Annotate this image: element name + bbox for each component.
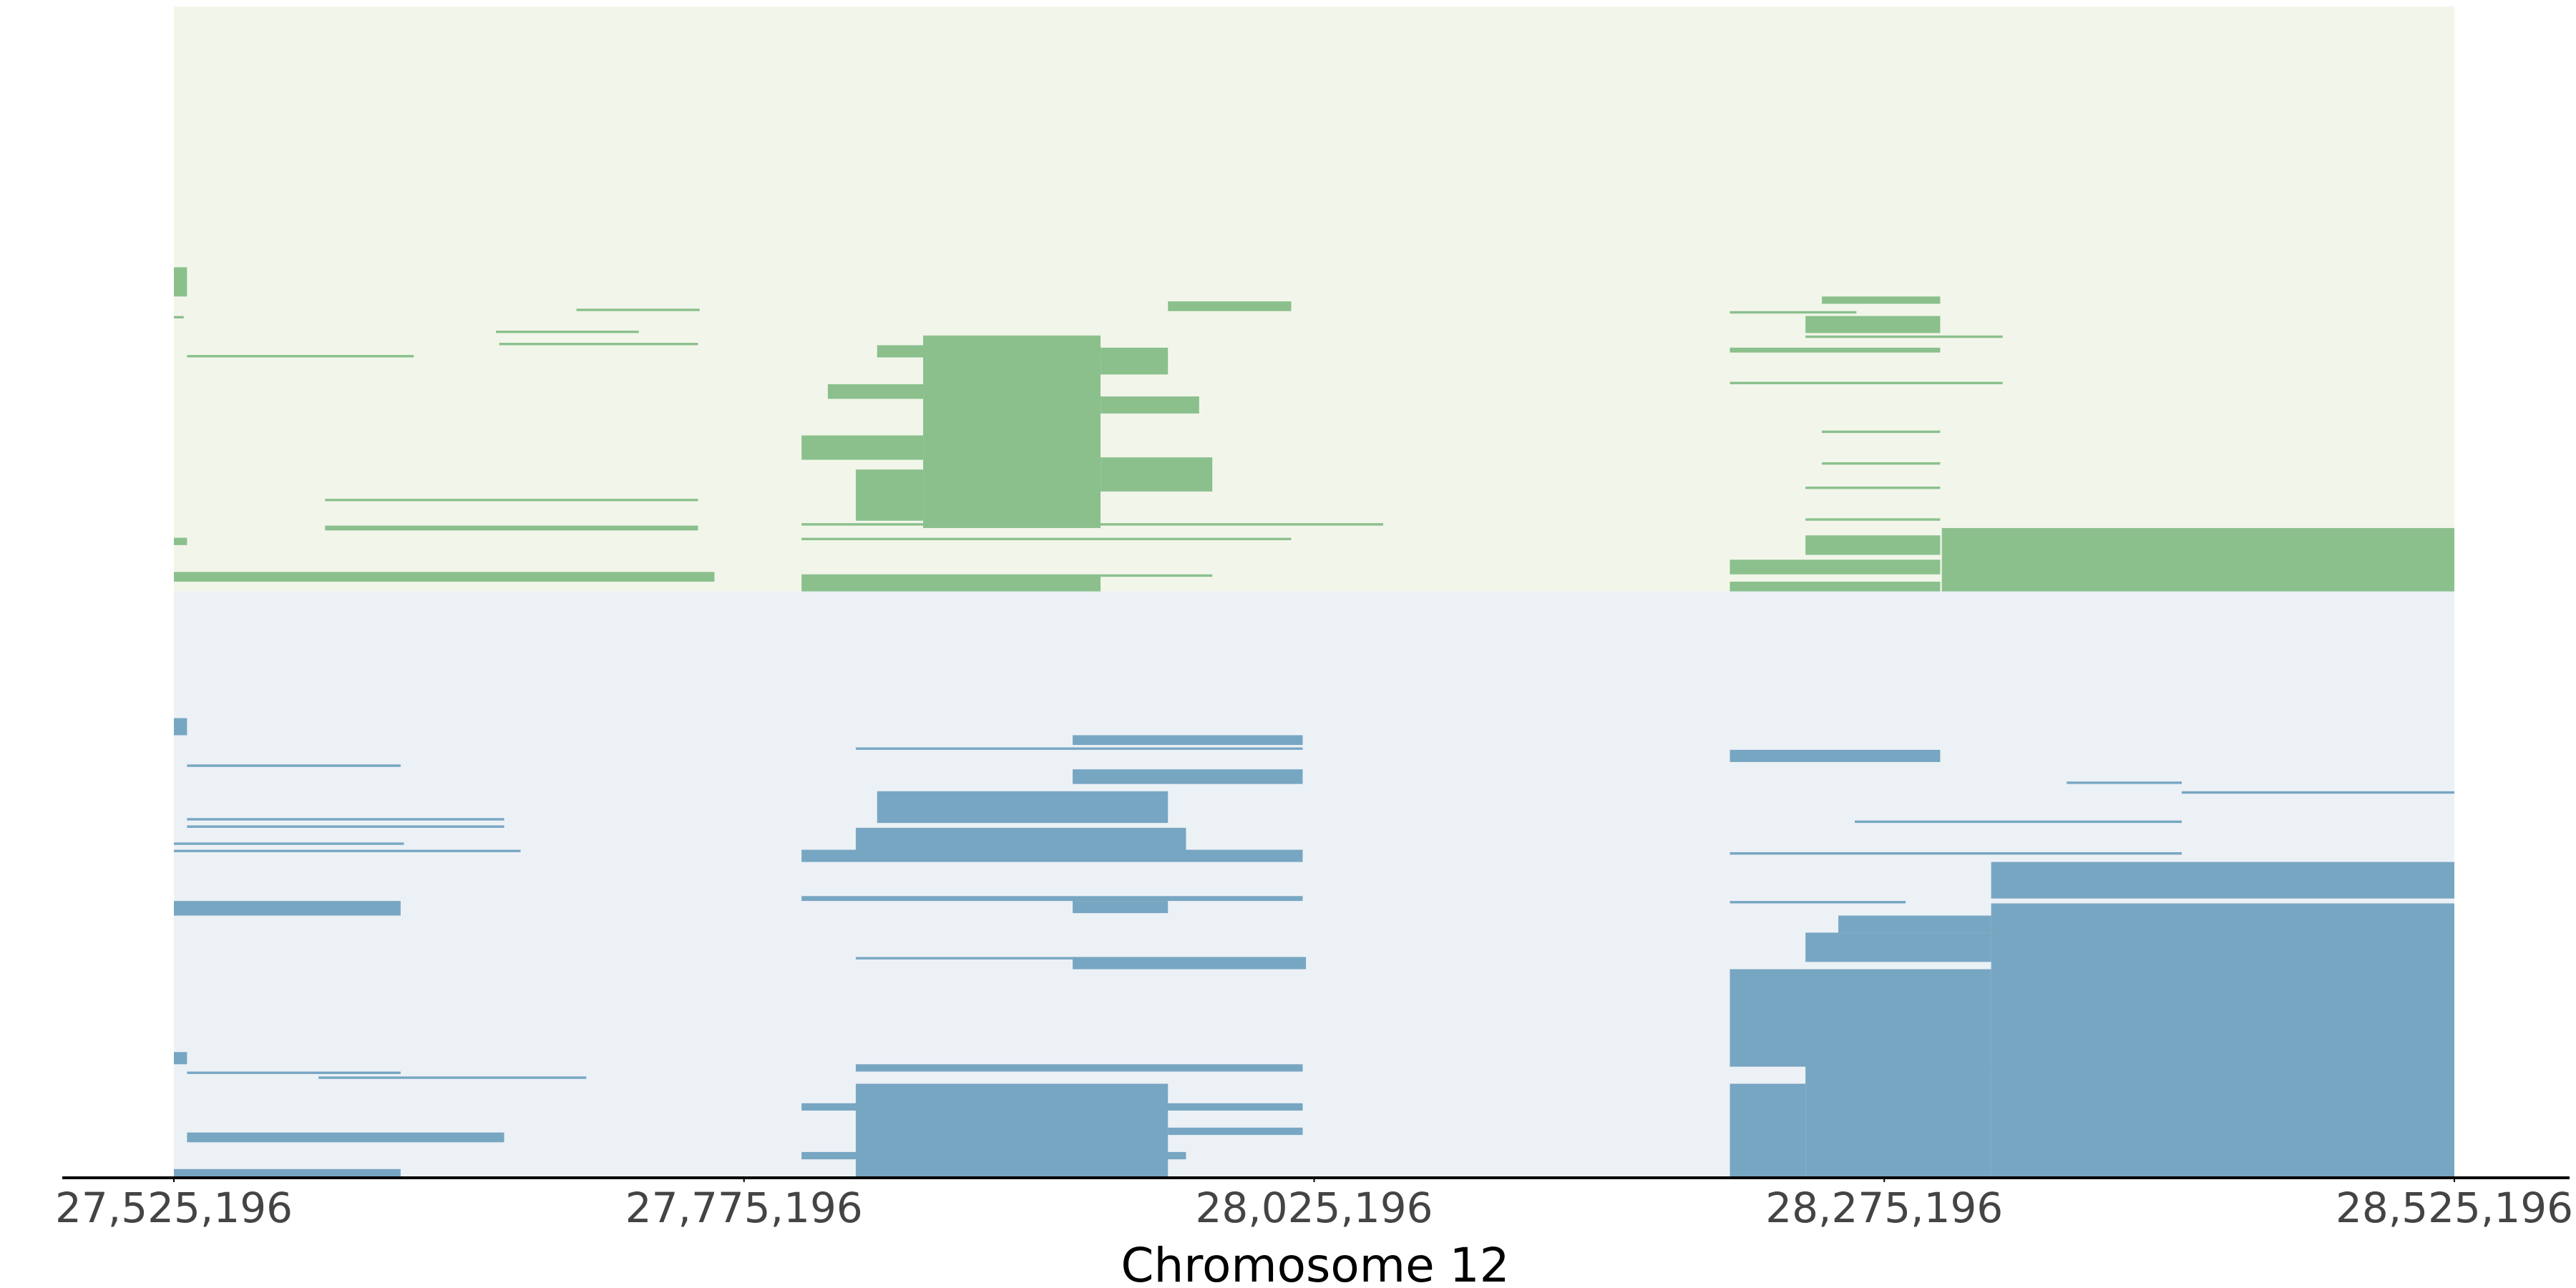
segment (855, 1064, 1303, 1072)
segment (1822, 296, 1941, 304)
segment (801, 523, 1384, 526)
segment (1729, 347, 1941, 353)
panel-background (174, 6, 2454, 592)
segment (1941, 527, 2454, 592)
segment (1822, 430, 1941, 434)
x-axis-label: Chromosome 12 (1121, 1238, 1509, 1288)
segment (1805, 335, 2003, 338)
segment (877, 345, 1101, 358)
x-tick-label: 27,525,196 (55, 1184, 293, 1232)
segment (174, 842, 404, 845)
segment (1168, 1127, 1303, 1136)
segment (855, 469, 924, 521)
segment (174, 316, 184, 318)
segment (801, 1103, 1303, 1111)
segment (801, 537, 1292, 540)
segment (1838, 915, 1991, 933)
segment (1805, 1064, 1991, 1176)
segment (1101, 396, 1199, 414)
segment (1991, 903, 2454, 1176)
segment (1855, 820, 2182, 824)
segment (1101, 347, 1169, 375)
segment (187, 764, 401, 767)
segment (1729, 311, 1857, 314)
segment (187, 825, 504, 828)
segment (174, 901, 401, 916)
segment (325, 499, 698, 502)
segment (318, 1076, 587, 1079)
segment (2067, 781, 2182, 784)
segment (1805, 518, 1941, 521)
segment (855, 1083, 1169, 1176)
x-tick-label: 28,525,196 (2336, 1184, 2573, 1232)
segment (1729, 852, 2182, 855)
segment (174, 1169, 401, 1176)
segment (801, 849, 1303, 862)
segment (801, 435, 924, 460)
segment (1805, 316, 1941, 333)
segment (1805, 535, 1941, 555)
segment (801, 896, 1303, 902)
segment (1729, 381, 2003, 384)
segment (1729, 581, 1941, 592)
segment (174, 267, 187, 297)
x-tick-label: 28,275,196 (1765, 1184, 2003, 1232)
segment (1805, 487, 1941, 489)
segment (1729, 901, 1906, 904)
segment (187, 355, 414, 358)
segment (1073, 957, 1307, 970)
segment (187, 1132, 504, 1143)
segment (499, 343, 698, 346)
segment (187, 818, 504, 821)
segment (855, 747, 1303, 750)
x-tick-label: 27,775,196 (625, 1184, 863, 1232)
segment (1168, 301, 1292, 311)
segment (1101, 457, 1213, 492)
segment (174, 1052, 187, 1065)
x-tick-label: 28,025,196 (1195, 1184, 1433, 1232)
segment (174, 718, 187, 736)
segment (1729, 1083, 1806, 1176)
segment (1729, 560, 1941, 575)
segment (187, 1071, 401, 1074)
segment (496, 331, 639, 333)
segment (923, 335, 1101, 528)
segment (1729, 969, 1991, 1067)
segment (1991, 862, 2454, 899)
segment (2182, 791, 2454, 794)
segment (1729, 749, 1941, 762)
segment (827, 384, 924, 399)
segment (174, 849, 521, 852)
segment (174, 537, 187, 545)
segment (877, 791, 1169, 824)
segment (1805, 932, 1991, 962)
segment (855, 957, 1303, 960)
segment (801, 1151, 1186, 1160)
segment (1101, 574, 1213, 577)
segment (174, 572, 715, 582)
segment (325, 525, 698, 531)
segment (1073, 901, 1169, 914)
segment (801, 574, 1101, 592)
segment (576, 308, 700, 311)
segment (1073, 769, 1303, 784)
segment (1073, 735, 1303, 746)
segment (1822, 462, 1941, 465)
